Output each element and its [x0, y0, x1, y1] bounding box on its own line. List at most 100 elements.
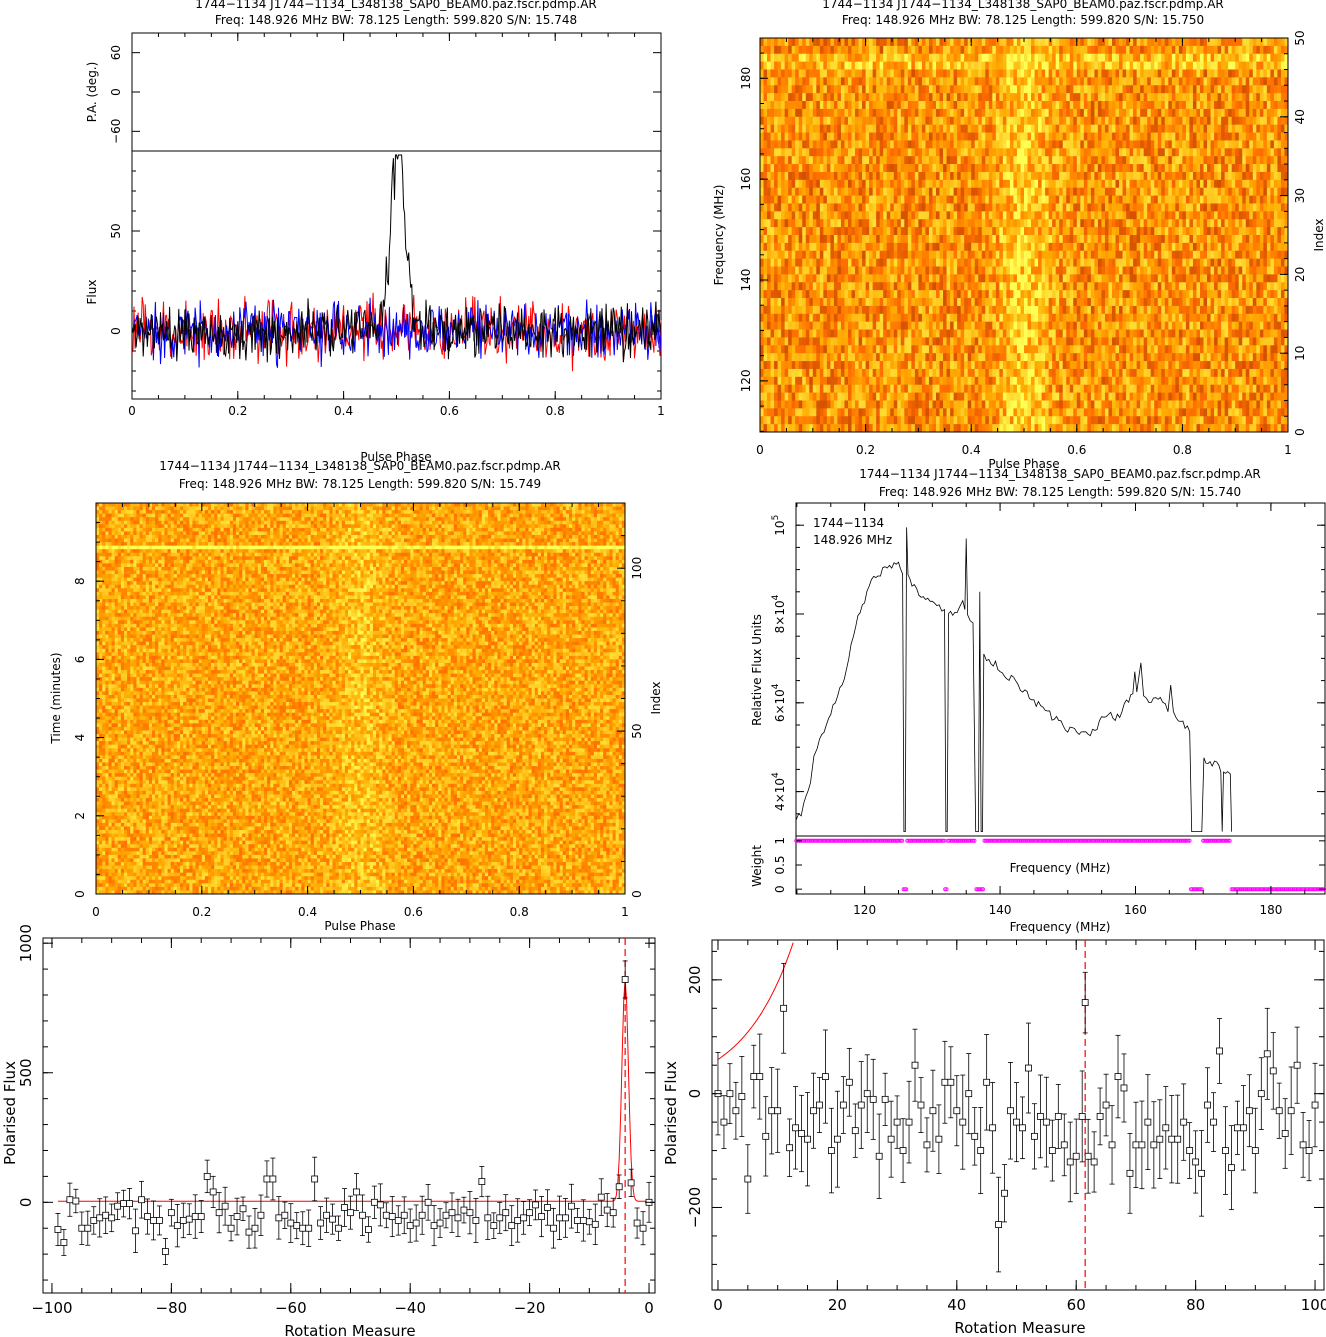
heatmap-cell	[876, 45, 881, 55]
heatmap-cell	[886, 38, 891, 47]
heatmap-cell	[1154, 156, 1159, 165]
heatmap-cell	[1273, 132, 1278, 141]
heatmap-cell	[795, 211, 800, 220]
heatmap-cell	[1154, 53, 1159, 63]
heatmap-cell	[1027, 242, 1032, 252]
heatmap-cell	[1207, 258, 1211, 267]
heatmap-cell	[1052, 45, 1057, 55]
heatmap-cell	[1217, 164, 1222, 173]
heatmap-cell	[872, 235, 877, 244]
heatmap-cell	[1266, 124, 1271, 133]
heatmap-cell	[964, 69, 969, 78]
heatmap-cell	[781, 290, 786, 299]
heatmap-cell	[1235, 195, 1240, 204]
heatmap-cell	[981, 227, 986, 236]
heatmap-cell	[1080, 85, 1085, 94]
heatmap-cell	[809, 45, 814, 55]
heatmap-cell	[960, 195, 965, 204]
heatmap-cell	[1041, 266, 1046, 275]
heatmap-cell	[1249, 93, 1254, 102]
heatmap-cell	[953, 227, 958, 236]
heatmap-cell	[1090, 250, 1095, 260]
heatmap-cell	[900, 101, 905, 110]
heatmap-cell	[763, 164, 768, 173]
heatmap-cell	[837, 124, 842, 133]
heatmap-cell	[1280, 242, 1285, 252]
heatmap-cell	[1119, 227, 1123, 236]
heatmap-cell	[1094, 61, 1099, 70]
heatmap-cell	[1266, 164, 1271, 173]
heatmap-cell	[883, 235, 888, 244]
heatmap-cell	[816, 203, 821, 212]
heatmap-cell	[992, 101, 997, 110]
heatmap-cell	[830, 266, 835, 275]
heatmap-cell	[879, 195, 884, 204]
heatmap-cell	[1175, 85, 1180, 94]
heatmap-cell	[816, 116, 821, 126]
heatmap-cell	[911, 203, 916, 212]
heatmap-cell	[1263, 179, 1268, 189]
heatmap-cell	[1161, 116, 1166, 126]
heatmap-cell	[1270, 69, 1275, 78]
heatmap-cell	[1009, 61, 1014, 70]
heatmap-cell	[879, 171, 884, 181]
heatmap-cell	[960, 108, 965, 118]
heatmap-cell	[777, 219, 782, 228]
heatmap-cell	[1175, 211, 1180, 220]
heatmap-cell	[1126, 61, 1130, 70]
heatmap-cell	[953, 235, 958, 244]
heatmap-cell	[918, 219, 923, 228]
heatmap-cell	[1143, 282, 1148, 291]
heatmap-cell	[802, 164, 807, 173]
heatmap-cell	[1168, 187, 1173, 196]
heatmap-cell	[1249, 179, 1254, 189]
heatmap-cell	[1066, 164, 1071, 173]
heatmap-cell	[988, 101, 993, 110]
heatmap-cell	[981, 45, 986, 55]
heatmap-cell	[1245, 187, 1250, 196]
heatmap-cell	[791, 282, 796, 291]
heatmap-cell	[823, 258, 828, 267]
heatmap-cell	[918, 148, 923, 157]
heatmap-cell	[844, 116, 849, 126]
heatmap-cell	[879, 140, 884, 149]
heatmap-cell	[1192, 101, 1197, 110]
heatmap-cell	[823, 140, 828, 149]
heatmap-cell	[1178, 235, 1183, 244]
heatmap-cell	[1252, 227, 1257, 236]
heatmap-cell	[1185, 156, 1190, 165]
heatmap-cell	[1185, 148, 1190, 157]
heatmap-cell	[950, 132, 954, 141]
heatmap-cell	[1002, 195, 1007, 204]
heatmap-cell	[925, 290, 930, 299]
heatmap-cell	[911, 179, 916, 189]
heatmap-cell	[1031, 290, 1035, 299]
heatmap-cell	[869, 124, 874, 133]
heatmap-cell	[788, 211, 793, 220]
heatmap-cell	[876, 53, 881, 63]
heatmap-cell	[788, 108, 793, 118]
heatmap-cell	[988, 171, 993, 181]
heatmap-cell	[809, 101, 814, 110]
heatmap-cell	[1273, 101, 1278, 110]
heatmap-cell	[1059, 219, 1064, 228]
heatmap-cell	[1196, 203, 1201, 212]
heatmap-cell	[823, 282, 828, 291]
heatmap-cell	[1097, 148, 1102, 157]
heatmap-cell	[883, 148, 888, 157]
heatmap-cell	[932, 282, 937, 291]
heatmap-cell	[855, 290, 859, 299]
heatmap-cell	[1066, 124, 1071, 133]
heatmap-cell	[953, 108, 958, 118]
heatmap-cell	[1256, 93, 1261, 102]
heatmap-cell	[900, 116, 905, 126]
heatmap-cell	[777, 258, 782, 267]
heatmap-cell	[1203, 148, 1208, 157]
heatmap-cell	[1161, 242, 1166, 252]
heatmap-cell	[805, 250, 810, 260]
heatmap-cell	[883, 290, 888, 299]
heatmap-cell	[1157, 203, 1162, 212]
heatmap-cell	[1266, 179, 1271, 189]
heatmap-cell	[1235, 140, 1240, 149]
heatmap-cell	[1052, 156, 1057, 165]
